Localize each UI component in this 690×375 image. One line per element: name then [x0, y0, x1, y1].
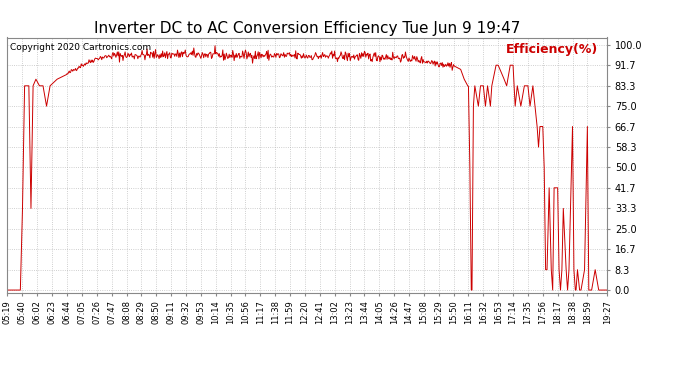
Text: Efficiency(%): Efficiency(%) [506, 43, 598, 56]
Title: Inverter DC to AC Conversion Efficiency Tue Jun 9 19:47: Inverter DC to AC Conversion Efficiency … [94, 21, 520, 36]
Text: Copyright 2020 Cartronics.com: Copyright 2020 Cartronics.com [10, 43, 151, 52]
